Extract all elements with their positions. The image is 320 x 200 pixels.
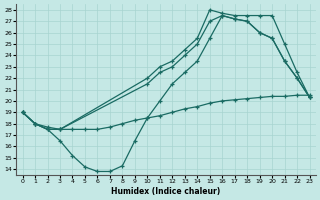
X-axis label: Humidex (Indice chaleur): Humidex (Indice chaleur) — [111, 187, 221, 196]
